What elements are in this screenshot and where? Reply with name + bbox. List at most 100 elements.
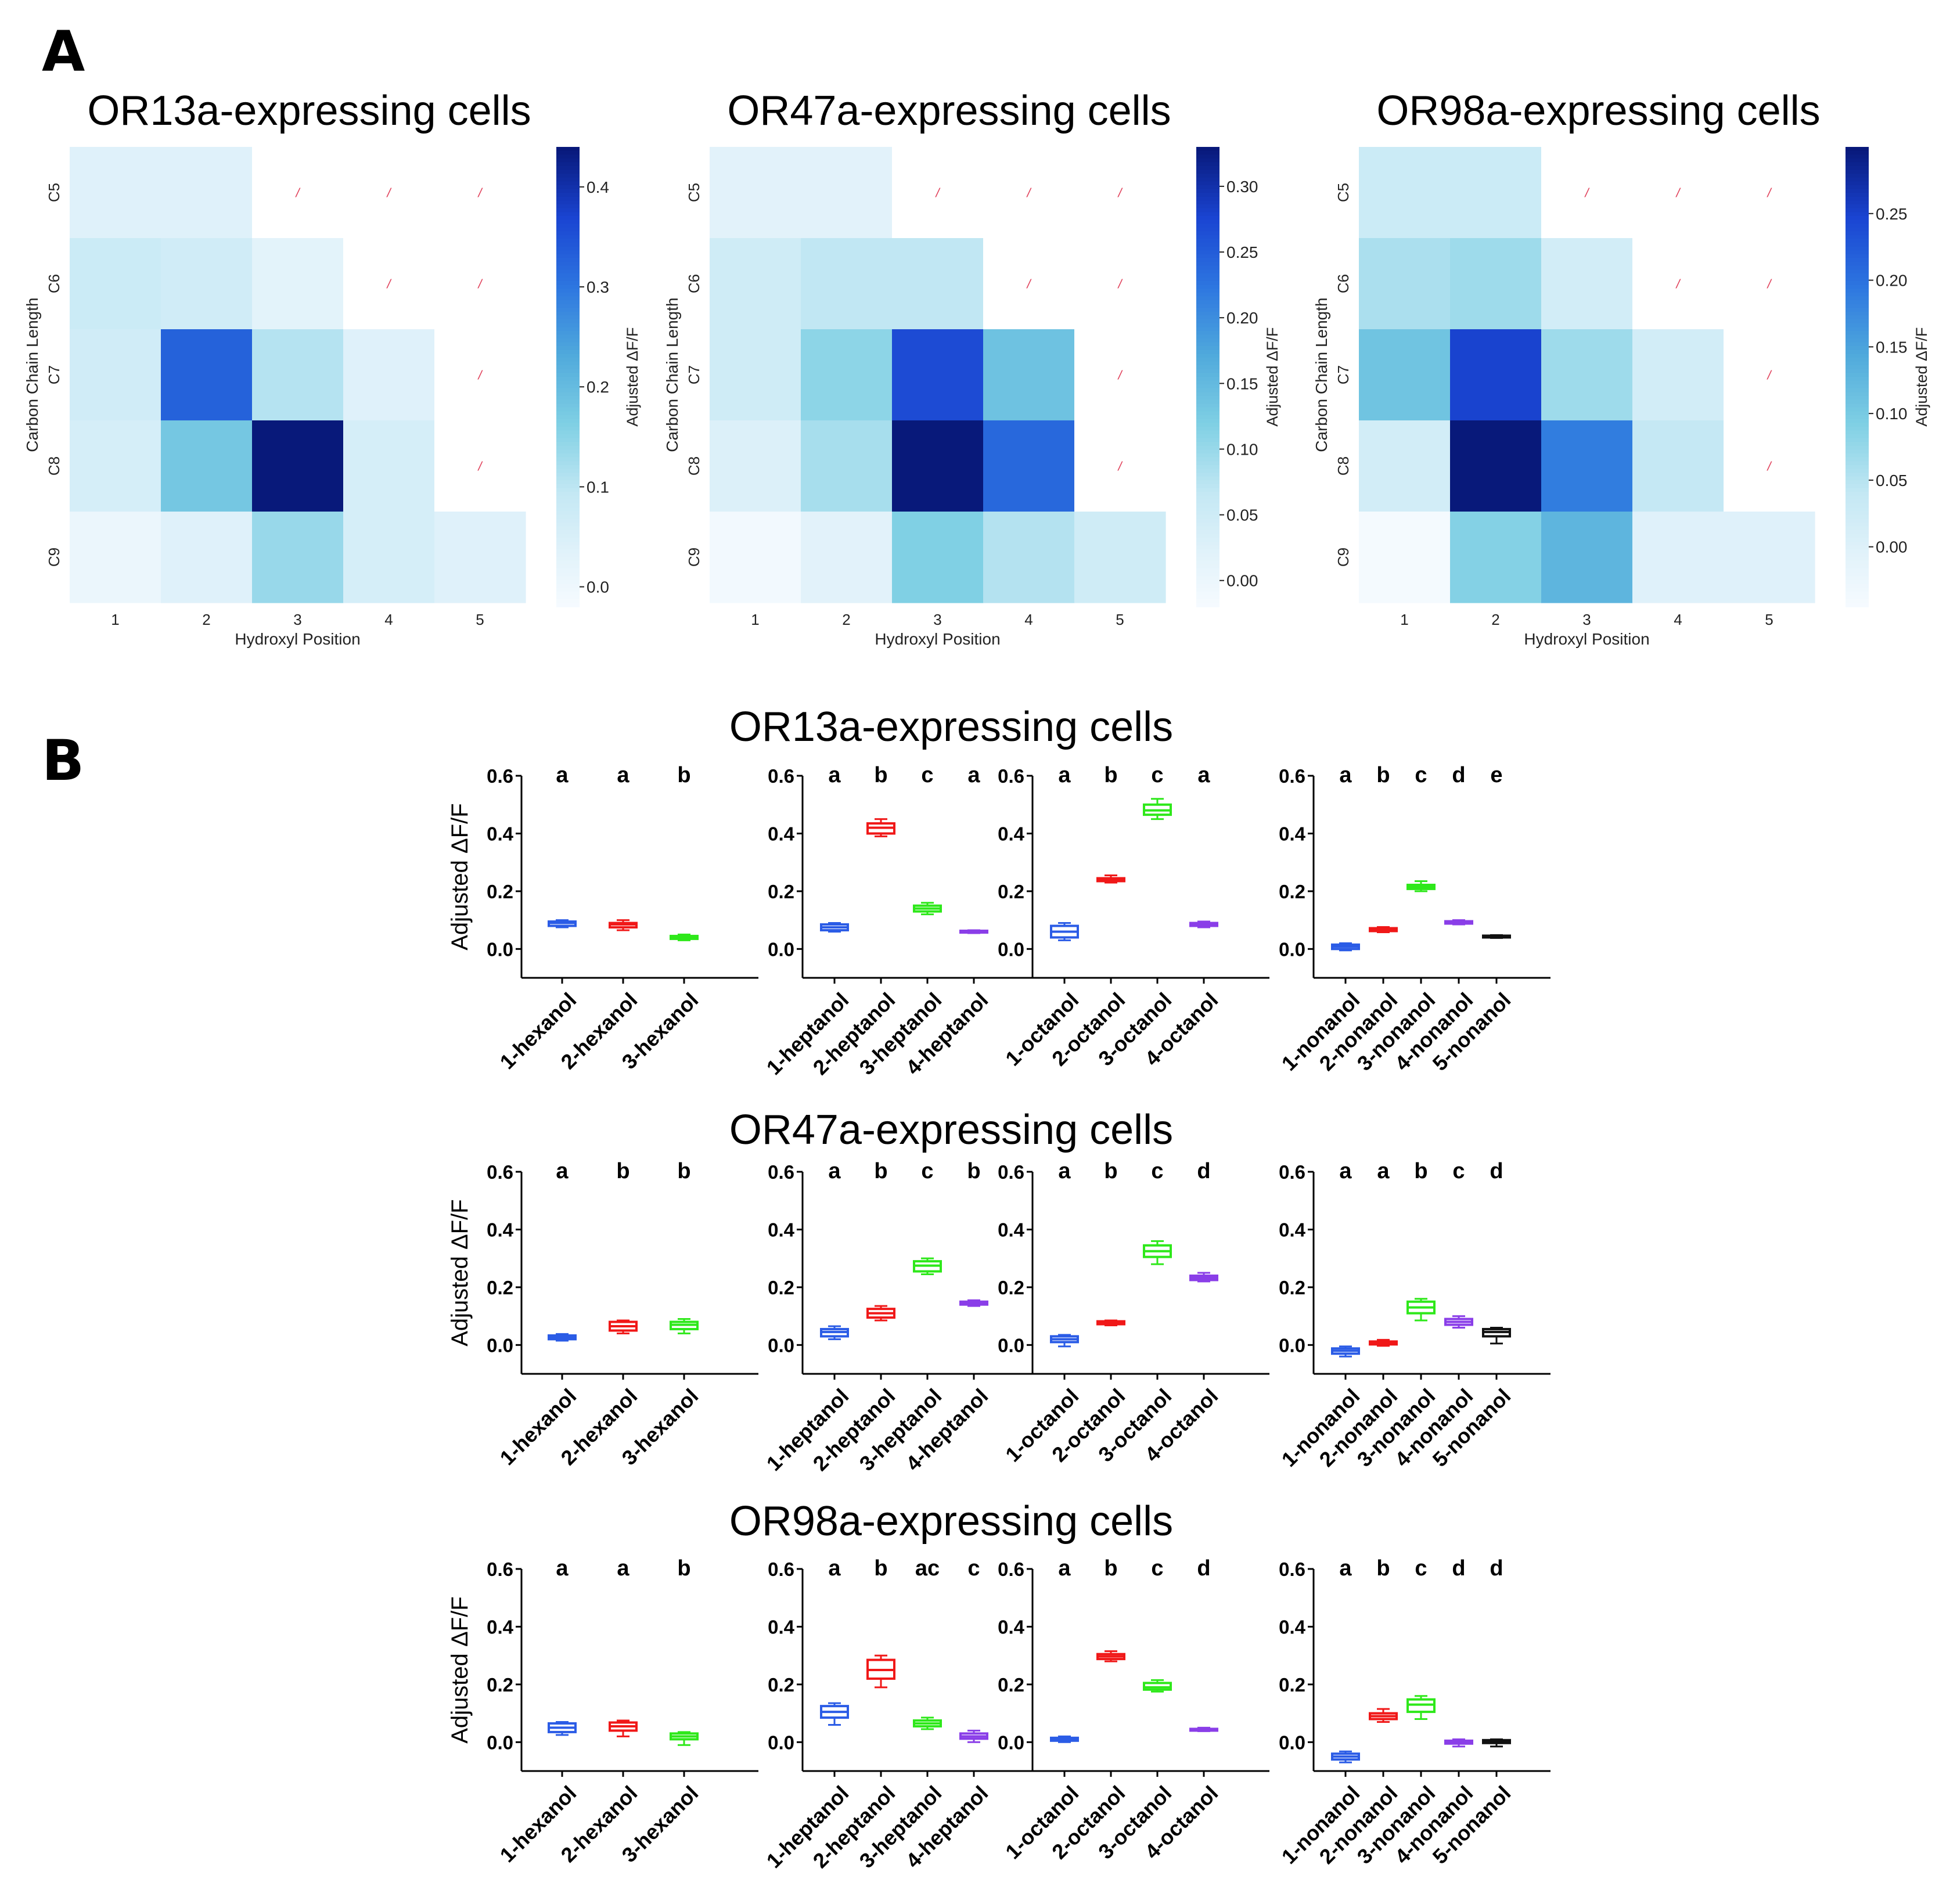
colorbar-segment [1846, 545, 1869, 550]
colorbar-segment [1196, 308, 1219, 312]
colorbar-segment [1846, 227, 1869, 232]
colorbar-segment [1196, 449, 1219, 454]
colorbar-segment [556, 595, 580, 600]
heatmap-cell [710, 329, 801, 421]
colorbar-segment [1196, 488, 1219, 492]
colorbar-segment [1196, 262, 1219, 267]
colorbar-segment [556, 258, 580, 262]
colorbar-segment [556, 158, 580, 163]
missing-cell-mark: / [1117, 368, 1123, 383]
colorbar-segment [556, 576, 580, 581]
colorbar-segment [1196, 434, 1219, 439]
heatmap-cell [161, 329, 253, 421]
significance-letter: d [1490, 1159, 1503, 1183]
colorbar-segment [1846, 488, 1869, 492]
heatmap-x-tick: 4 [384, 611, 393, 628]
boxplot-y-tick-label: 0.2 [998, 1674, 1024, 1696]
colorbar-segment [556, 204, 580, 209]
significance-letter: a [556, 763, 569, 787]
colorbar-segment [556, 185, 580, 190]
colorbar-segment [1846, 438, 1869, 442]
boxplot-row-title: OR13a-expressing cells [729, 704, 1173, 750]
colorbar-tick-label: 0.20 [1876, 272, 1908, 290]
box-3-nonanol [1406, 1298, 1436, 1322]
colorbar-segment [556, 430, 580, 435]
colorbar-segment [1846, 358, 1869, 362]
heatmap-cell [1450, 512, 1542, 603]
colorbar-segment [1196, 480, 1219, 485]
significance-letter: a [1377, 1159, 1390, 1183]
colorbar-tick-label: 0.25 [1876, 205, 1908, 223]
colorbar-segment [1846, 392, 1869, 397]
colorbar-segment [1846, 415, 1869, 420]
significance-letter: a [1339, 1159, 1352, 1183]
colorbar-segment [1846, 591, 1869, 596]
box-1-nonanol [1331, 1345, 1360, 1358]
colorbar-segment [1196, 396, 1219, 401]
colorbar-segment [1196, 469, 1219, 473]
colorbar-segment [1196, 258, 1219, 262]
colorbar-segment [1846, 564, 1869, 569]
heatmap-cell [983, 329, 1075, 421]
heatmap-empty-cell [1074, 420, 1165, 512]
colorbar-segment [556, 380, 580, 385]
colorbar-segment [1196, 212, 1219, 217]
colorbar-segment [556, 423, 580, 427]
colorbar-segment [1846, 285, 1869, 289]
heatmap-cell [710, 238, 801, 330]
colorbar-segment [1196, 150, 1219, 155]
colorbar-segment [556, 438, 580, 442]
boxplot-row: OR98a-expressing cells Adjusted ΔF/F 0.0 0.… [447, 1498, 1551, 1873]
heatmap-x-tick: 4 [1674, 611, 1682, 628]
colorbar-segment [556, 319, 580, 324]
heatmap-panels: OR13a-expressing cells / / / / / / / C5 C6 C7 C8 C9 C… [23, 88, 1930, 648]
colorbar-segment [556, 300, 580, 305]
boxplot-y-tick-label: 0.6 [998, 1161, 1024, 1183]
heatmap-cell [1359, 420, 1451, 512]
boxplot-y-tick-label: 0.0 [768, 1732, 794, 1753]
colorbar-segment [1196, 327, 1219, 332]
heatmap-cell [1359, 238, 1451, 330]
colorbar-segment [556, 564, 580, 569]
heatmap-colorbar: 0.0 0.1 0.2 0.3 0.4 Adjusted ΔF/F [556, 147, 641, 607]
heatmap-y-tick: C6 [685, 274, 703, 293]
heatmap-cell [343, 420, 435, 512]
boxplot-y-tick-label: 0.2 [487, 881, 513, 902]
colorbar-segment [556, 311, 580, 316]
heatmap-y-tick: C7 [685, 365, 703, 384]
box-2-heptanol [866, 1654, 895, 1689]
box-5-nonanol [1482, 1738, 1511, 1748]
colorbar-segment [556, 150, 580, 155]
missing-cell-mark: / [294, 186, 300, 200]
significance-letter: b [874, 1556, 887, 1581]
colorbar-segment [556, 154, 580, 159]
missing-cell-mark: / [1026, 186, 1031, 200]
heatmap-x-label: Hydroxyl Position [235, 630, 360, 648]
box-1-hexanol [548, 1721, 577, 1736]
colorbar-segment [1196, 311, 1219, 316]
colorbar-segment [1196, 265, 1219, 270]
colorbar-segment [556, 560, 580, 566]
heatmap-y-tick: C9 [45, 548, 63, 567]
colorbar-segment [556, 519, 580, 523]
colorbar-segment [1846, 292, 1869, 297]
significance-letter: b [677, 1556, 690, 1581]
colorbar-segment [1846, 380, 1869, 385]
colorbar-segment [556, 350, 580, 355]
colorbar-segment [1846, 154, 1869, 159]
colorbar-segment [1846, 250, 1869, 255]
colorbar-segment [1846, 262, 1869, 267]
colorbar-segment [1846, 369, 1869, 374]
colorbar-segment [556, 580, 580, 585]
colorbar-segment [1196, 526, 1219, 531]
boxplot-y-tick-label: 0.4 [1279, 823, 1306, 844]
boxplot-y-tick-label: 0.0 [1279, 938, 1305, 960]
box-3-nonanol [1406, 1695, 1436, 1721]
boxplot-y-tick-label: 0.4 [487, 1219, 514, 1240]
heatmap-cell [70, 147, 161, 239]
colorbar-segment [1196, 300, 1219, 305]
colorbar-segment [556, 304, 580, 308]
colorbar-segment [556, 411, 580, 416]
significance-letter: c [1151, 763, 1163, 787]
colorbar-segment [1846, 430, 1869, 435]
